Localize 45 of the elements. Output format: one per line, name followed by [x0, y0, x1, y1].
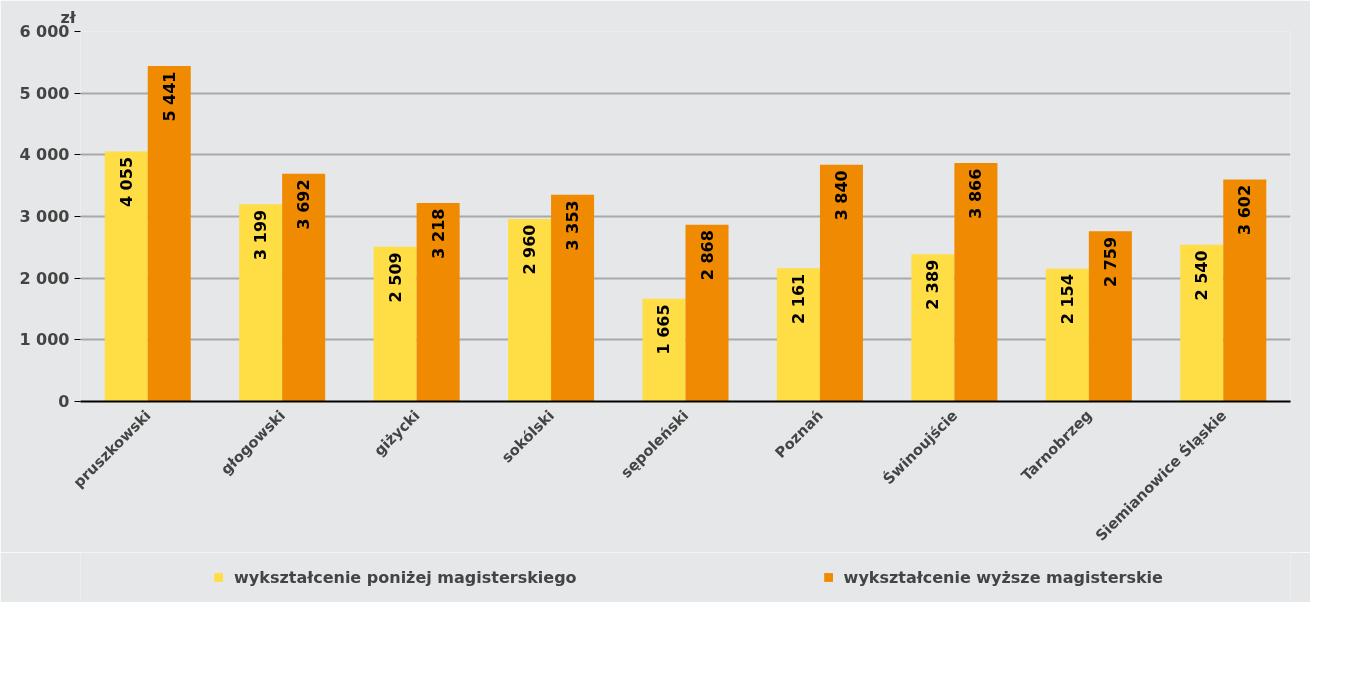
- y-tick-label: 2 000: [19, 268, 70, 288]
- bar: [1223, 179, 1267, 402]
- bar: [373, 246, 417, 402]
- y-tick-label: 0: [58, 392, 70, 411]
- data-label: 3 199: [251, 209, 271, 260]
- bar: [239, 204, 283, 402]
- data-label: 3 218: [428, 208, 448, 259]
- data-label: 3 353: [563, 200, 583, 251]
- data-label: 4 055: [116, 156, 136, 208]
- bar: [508, 218, 552, 402]
- bar: [642, 298, 686, 402]
- data-label: 2 868: [697, 230, 717, 281]
- bar: [416, 203, 460, 402]
- data-label: 3 866: [966, 168, 986, 219]
- bar: [147, 65, 191, 402]
- data-label: 5 441: [159, 71, 179, 122]
- y-tick-label: 5 000: [19, 83, 70, 103]
- bar: [282, 173, 326, 402]
- bar: [819, 164, 863, 402]
- data-label: 2 509: [385, 252, 405, 303]
- data-label: 3 840: [831, 170, 851, 221]
- data-label: 2 389: [923, 259, 943, 310]
- data-label: 2 161: [788, 273, 808, 324]
- bar: [685, 224, 729, 402]
- bar: [104, 151, 148, 402]
- bar: [1045, 268, 1089, 402]
- data-label: 3 602: [1235, 184, 1255, 236]
- bar: [954, 163, 998, 402]
- data-label: 2 759: [1100, 236, 1120, 288]
- bar: [1180, 244, 1224, 402]
- y-tick-label: 4 000: [19, 145, 70, 165]
- data-label: 2 540: [1192, 250, 1212, 301]
- bar: [911, 254, 955, 402]
- data-label: 2 154: [1057, 274, 1077, 325]
- y-tick-label: 3 000: [19, 207, 70, 226]
- bar: [551, 194, 595, 402]
- legend-label: wykształcenie poniżej magisterskiego: [234, 567, 577, 587]
- legend-label: wykształcenie wyższe magisterskie: [843, 567, 1163, 587]
- bar: [1088, 231, 1132, 402]
- bar: [776, 268, 820, 402]
- y-tick-label: 6 000: [19, 22, 70, 41]
- data-label: 1 665: [654, 304, 674, 355]
- data-label: 3 692: [294, 179, 314, 230]
- data-label: 2 960: [520, 224, 540, 275]
- y-tick-label: 1 000: [19, 330, 70, 350]
